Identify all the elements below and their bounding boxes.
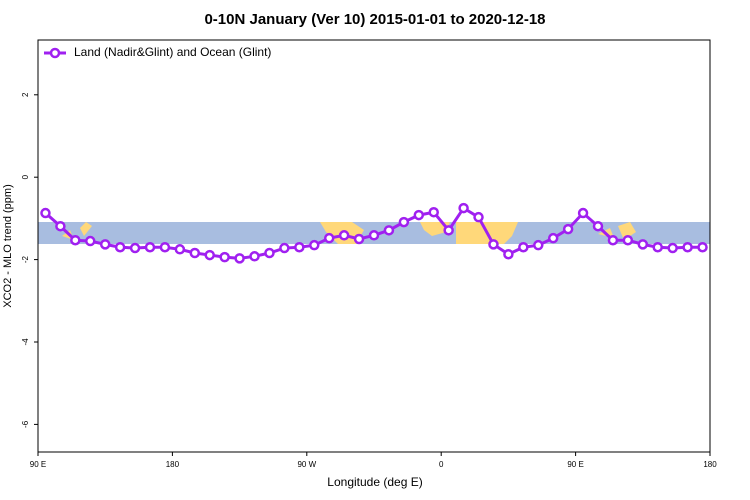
x-tick-label: 90 E: [30, 460, 46, 469]
data-point: [383, 225, 395, 236]
data-point: [637, 239, 649, 250]
data-point: [279, 242, 290, 254]
data-point: [398, 216, 410, 228]
data-point: [353, 233, 365, 245]
data-point: [458, 202, 469, 214]
y-tick-label: 2: [21, 92, 30, 97]
data-point: [129, 242, 141, 254]
data-point: [428, 206, 439, 218]
land-patch: [62, 222, 636, 244]
y-tick-label: -4: [21, 338, 30, 346]
legend-label: Land (Nadir&Glint) and Ocean (Glint): [74, 45, 271, 59]
x-tick-label: 90 W: [297, 460, 316, 469]
data-point: [174, 244, 186, 255]
legend: Land (Nadir&Glint) and Ocean (Glint): [44, 45, 271, 59]
data-point: [368, 230, 380, 241]
y-tick-label: 0: [21, 174, 30, 179]
x-tick-label: 180: [166, 460, 180, 469]
data-point: [562, 223, 574, 235]
data-point: [667, 242, 678, 254]
data-point: [592, 220, 604, 232]
data-point: [473, 211, 484, 223]
data-point: [682, 241, 693, 253]
data-point: [144, 241, 156, 253]
data-point: [323, 232, 335, 244]
data-point: [70, 234, 81, 246]
data-point: [55, 220, 66, 232]
data-point: [249, 251, 260, 262]
data-point: [413, 209, 425, 221]
data-point: [652, 241, 663, 253]
data-point: [204, 249, 215, 261]
data-point: [488, 239, 499, 250]
chart-title: 0-10N January (Ver 10) 2015-01-01 to 202…: [204, 11, 545, 28]
data-point: [577, 207, 589, 219]
y-tick-label: -6: [21, 420, 30, 428]
data-point: [338, 230, 350, 241]
data-point: [518, 241, 529, 253]
plot-frame: [37, 39, 711, 453]
data-point: [234, 253, 245, 264]
x-tick-label: 90 E: [567, 460, 583, 469]
x-tick-label: 0: [439, 460, 444, 469]
data-point: [309, 239, 320, 251]
data-point: [697, 241, 708, 253]
data-point: [99, 239, 111, 250]
data-point: [159, 241, 171, 253]
data-point: [85, 235, 96, 247]
data-point: [533, 239, 544, 251]
data-point: [503, 248, 514, 260]
data-point: [294, 241, 305, 253]
data-point: [219, 251, 230, 263]
data-point: [547, 232, 559, 244]
x-tick-label: 180: [703, 460, 717, 469]
data-point: [189, 247, 201, 259]
data-point: [622, 234, 634, 246]
data-point: [264, 247, 275, 259]
y-tick-label: -2: [21, 255, 30, 263]
data-point: [40, 207, 51, 219]
data-point: [114, 241, 126, 253]
data-point: [607, 234, 619, 246]
data-point: [443, 225, 454, 236]
y-axis-label: XCO2 - MLO trend (ppm): [2, 184, 14, 307]
legend-marker: [49, 47, 61, 59]
x-axis-label: Longitude (deg E): [327, 475, 422, 489]
